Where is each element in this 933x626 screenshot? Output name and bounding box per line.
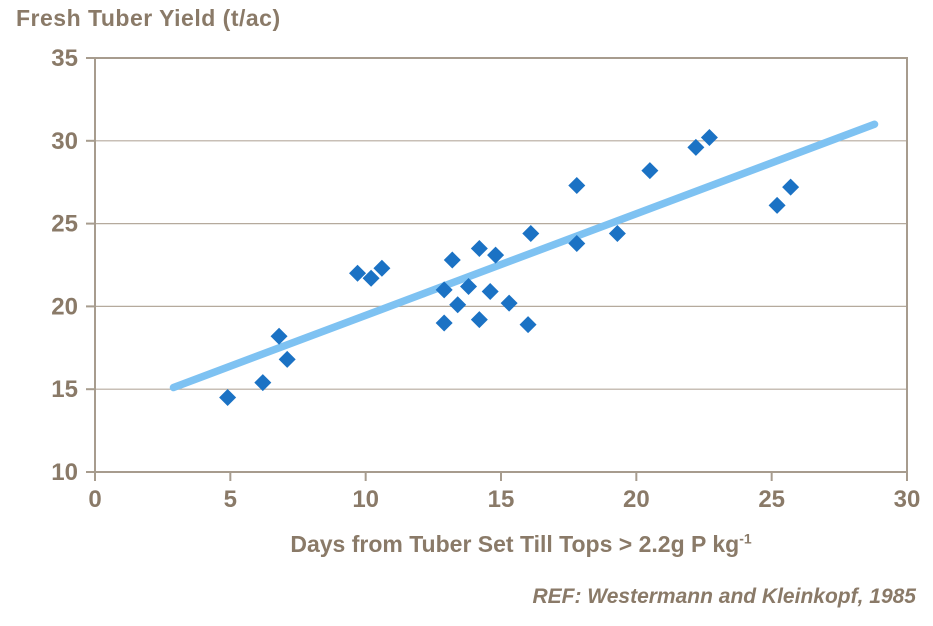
x-tick-label: 20 (623, 486, 650, 513)
data-point (568, 177, 586, 195)
data-point (687, 138, 705, 156)
data-point (470, 311, 488, 329)
data-point (487, 246, 505, 264)
data-point (270, 327, 288, 345)
data-point (349, 264, 367, 282)
data-point (782, 178, 800, 196)
data-point (700, 128, 718, 146)
x-axis-label: Days from Tuber Set Till Tops > 2.2g P k… (95, 531, 907, 558)
y-tick-label: 25 (51, 211, 78, 238)
x-axis-label-main: Days from Tuber Set Till Tops > 2.2g P k… (290, 531, 740, 557)
data-point (608, 225, 626, 243)
data-point (219, 388, 237, 406)
data-point (435, 314, 453, 332)
data-point (470, 239, 488, 257)
x-tick-label: 0 (88, 486, 101, 513)
data-point (435, 281, 453, 299)
data-point (519, 316, 537, 334)
reference-note: REF: Westermann and Kleinkopf, 1985 (532, 585, 916, 608)
y-tick-label: 10 (51, 459, 78, 486)
data-point (362, 269, 380, 287)
chart-title: Fresh Tuber Yield (t/ac) (16, 5, 281, 31)
data-point (254, 374, 272, 392)
x-tick-label: 5 (224, 486, 237, 513)
x-tick-label: 25 (758, 486, 785, 513)
y-tick-label: 30 (51, 128, 78, 155)
x-axis-label-superscript: -1 (739, 530, 752, 547)
data-point (460, 278, 478, 296)
x-tick-label: 30 (894, 486, 921, 513)
x-tick-label: 10 (352, 486, 379, 513)
trend-line (169, 120, 879, 392)
data-point (373, 259, 391, 277)
data-point (443, 251, 461, 269)
data-point (449, 296, 467, 314)
data-point (278, 350, 296, 368)
data-point (500, 294, 518, 312)
data-point (768, 196, 786, 214)
data-point (568, 234, 586, 252)
data-point (522, 225, 540, 243)
y-tick-label: 20 (51, 293, 78, 320)
y-tick-label: 15 (51, 376, 78, 403)
data-point (481, 282, 499, 300)
y-tick-label: 35 (51, 45, 78, 72)
data-point (641, 162, 659, 180)
x-tick-label: 15 (488, 486, 515, 513)
